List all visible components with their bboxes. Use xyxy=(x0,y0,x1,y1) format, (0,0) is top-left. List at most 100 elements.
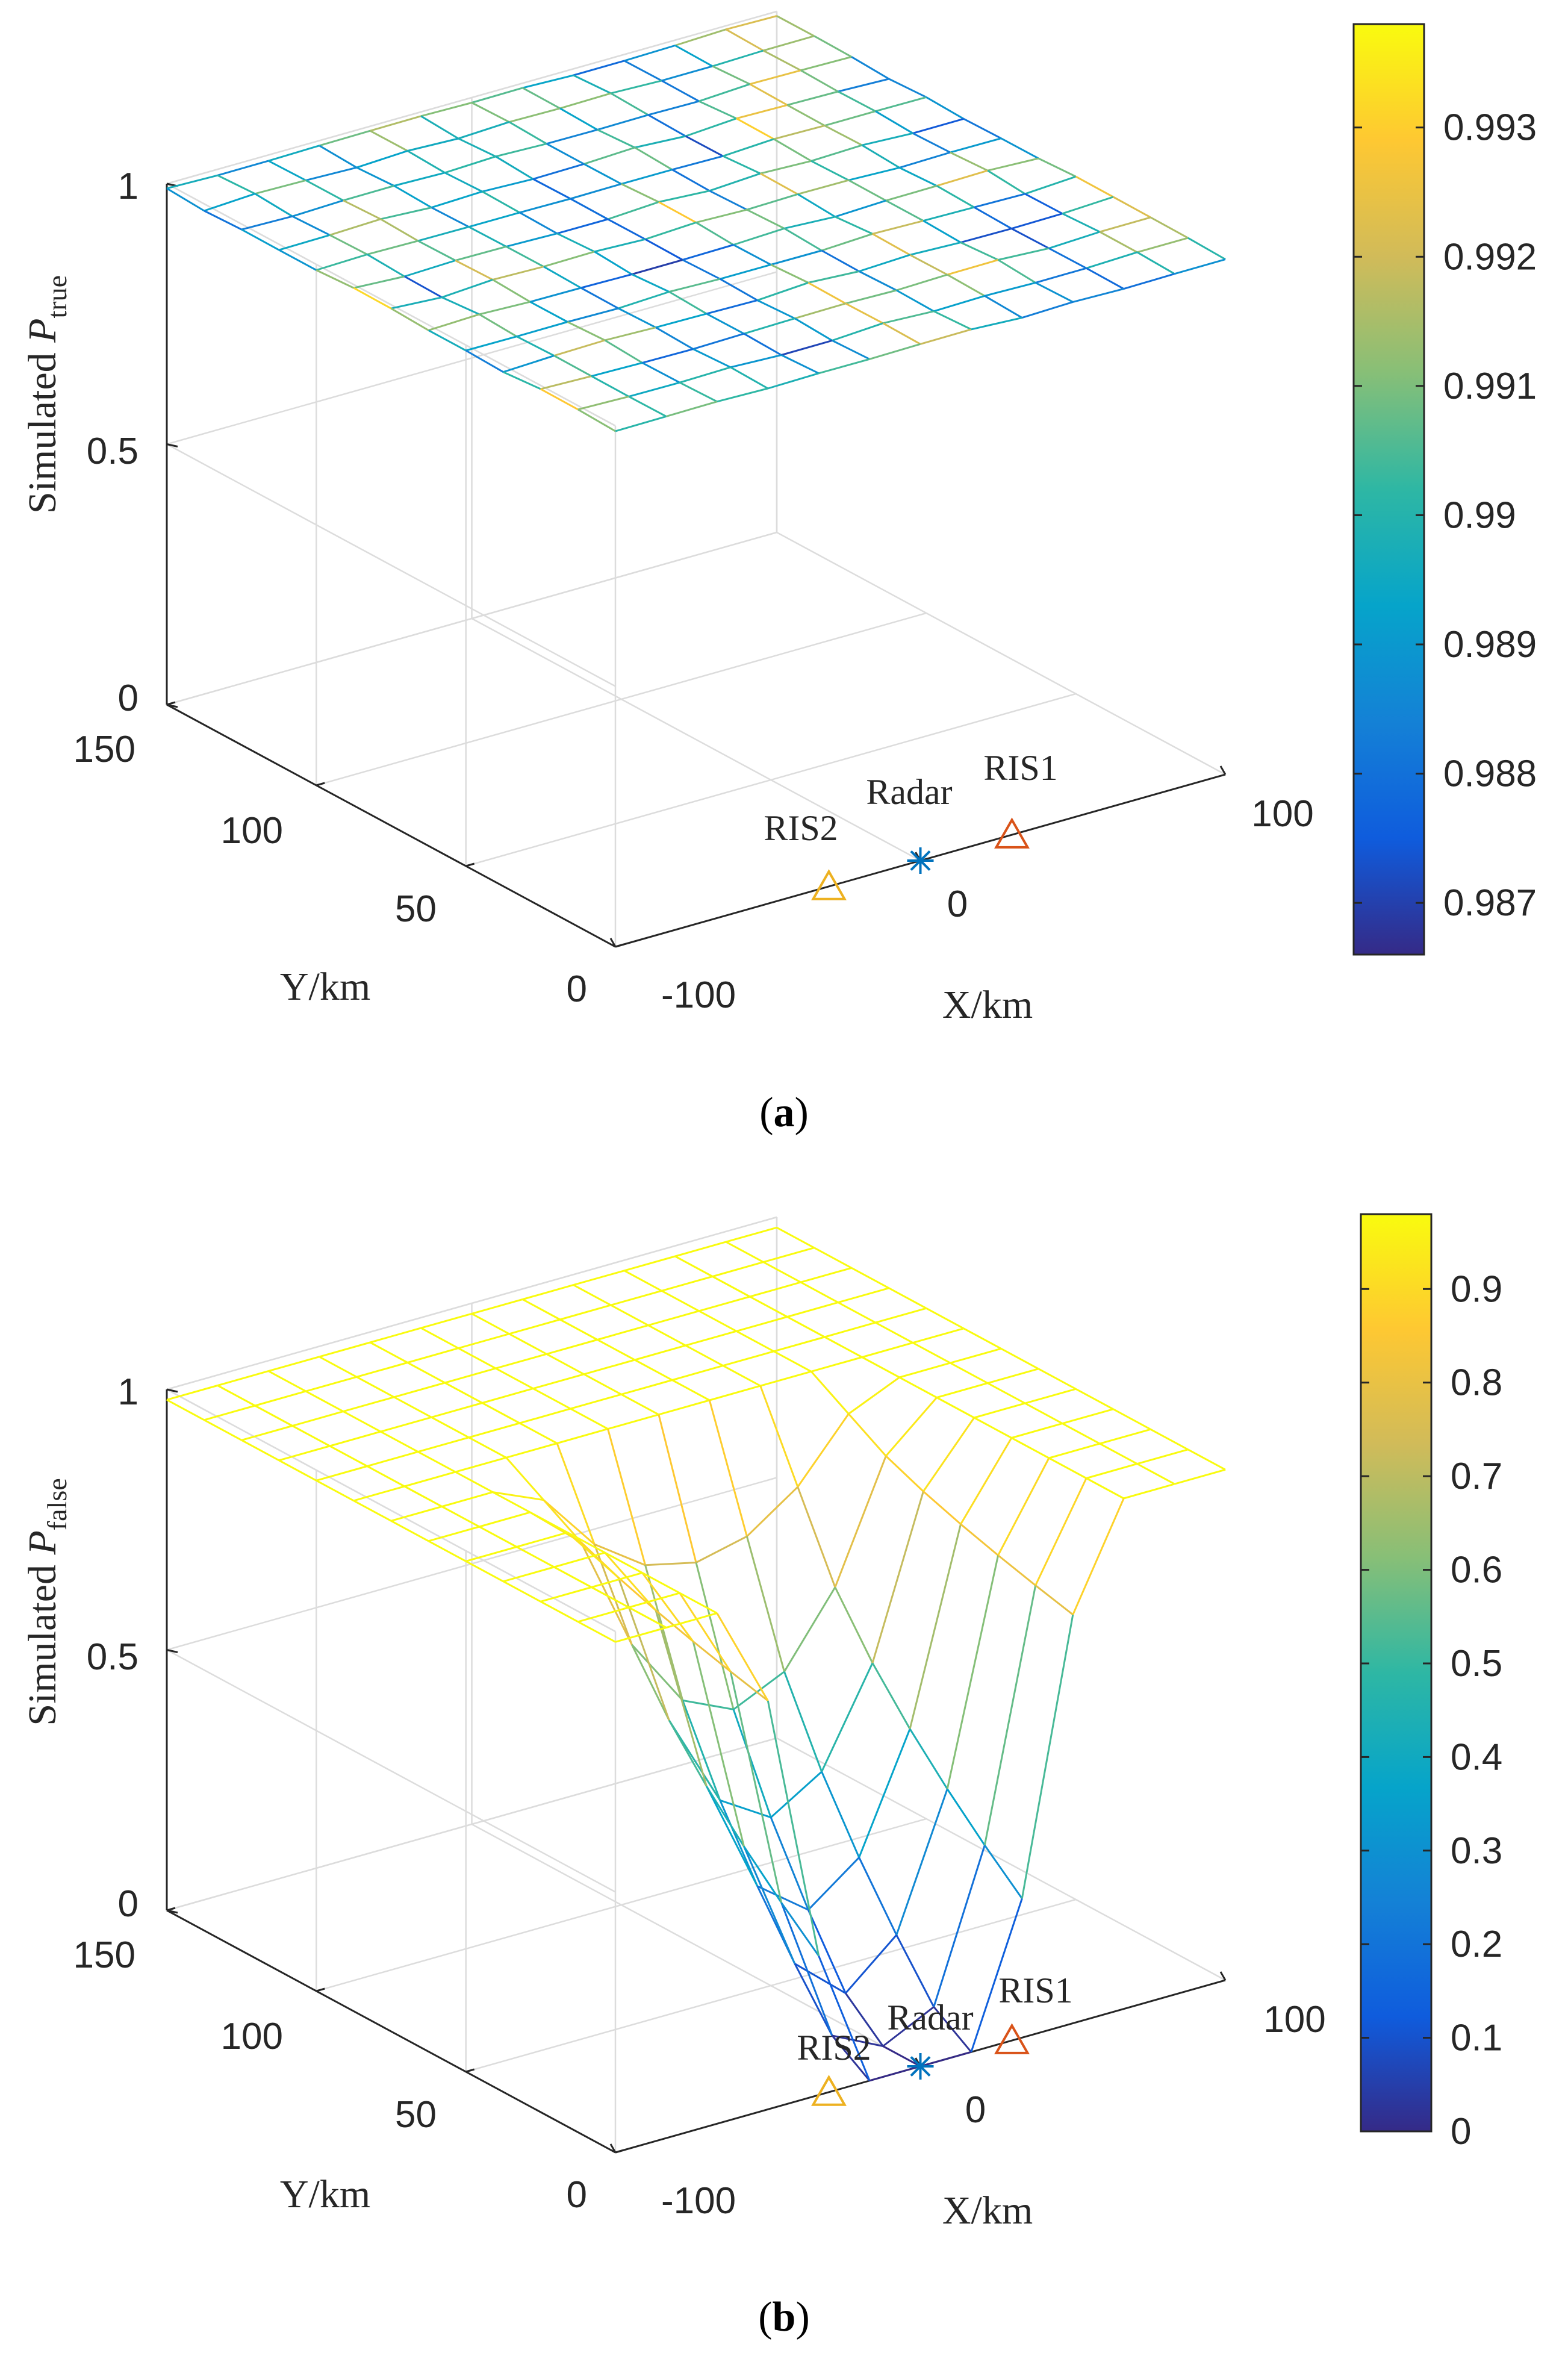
mesh-edge xyxy=(444,172,483,193)
mesh-edge xyxy=(912,1342,951,1364)
mesh-edge xyxy=(861,144,900,169)
mesh-edge xyxy=(573,60,625,76)
mesh-edge xyxy=(465,1546,517,1562)
mesh-edge xyxy=(530,287,582,303)
grid-line xyxy=(776,1737,1226,1981)
y-axis-label: Y/km xyxy=(280,2172,370,2216)
mesh-edge xyxy=(733,1671,785,1710)
mesh-edge xyxy=(204,1404,255,1421)
mesh-edge xyxy=(369,1341,408,1363)
mesh-edge xyxy=(594,238,646,253)
mesh-edge xyxy=(329,234,368,255)
mesh-edge xyxy=(730,1671,769,1702)
mesh-edge xyxy=(610,1304,649,1326)
mesh-edge xyxy=(455,1456,507,1473)
mesh-edge xyxy=(745,1536,785,1672)
mesh-edge xyxy=(783,1671,823,1772)
mesh-edge xyxy=(431,1402,483,1418)
mesh-edge xyxy=(1062,1423,1101,1445)
x-tick-mark xyxy=(1219,765,1227,775)
mesh-edge xyxy=(404,275,443,299)
mesh-edge xyxy=(661,65,713,82)
mesh-edge xyxy=(946,1555,1000,1789)
mesh-edge xyxy=(950,151,988,172)
mesh-edge xyxy=(824,125,863,146)
mesh-edge xyxy=(776,1226,815,1249)
mesh-edge xyxy=(441,1491,493,1507)
mesh-edge xyxy=(1034,1585,1074,1616)
mesh-edge xyxy=(522,74,574,89)
mesh-edge xyxy=(479,1526,517,1548)
mesh-edge xyxy=(390,1519,429,1542)
mesh-edge xyxy=(871,1662,911,1730)
mesh-edge xyxy=(821,232,873,252)
z-axis-label: Simulated Pfalse xyxy=(20,1478,72,1725)
mesh-edge xyxy=(762,1261,801,1283)
mesh-edge xyxy=(899,167,938,187)
mesh-edge xyxy=(1021,1614,1074,1899)
mesh-edge xyxy=(1099,1428,1151,1445)
mesh-edge xyxy=(786,104,826,126)
z-tick-mark xyxy=(166,443,178,447)
annotation-radar: Radar xyxy=(887,1998,973,2037)
z-tick-0: 0 xyxy=(118,678,138,719)
mesh-edge xyxy=(733,227,785,246)
marker-radar xyxy=(907,847,934,874)
mesh-edge xyxy=(695,222,734,246)
mesh-edge xyxy=(417,240,456,261)
mesh-edge xyxy=(794,1963,847,1994)
mesh-edge xyxy=(393,185,432,208)
mesh-edge xyxy=(773,1350,812,1373)
surface-plot-a: 0 0.5 1 150 100 50 0 -100 0 100 Y/km X/k… xyxy=(20,10,1537,1136)
mesh-edge xyxy=(784,216,836,229)
mesh-edge xyxy=(597,1324,649,1341)
z-label-subscript: false xyxy=(42,1478,72,1530)
mesh-edge xyxy=(835,199,886,218)
mesh-edge xyxy=(698,1310,737,1332)
mesh-edge xyxy=(634,1359,673,1381)
mesh-edge xyxy=(725,1241,764,1263)
mesh-edge xyxy=(577,395,629,411)
mesh-edge xyxy=(254,193,293,217)
mesh-edge xyxy=(661,1289,700,1312)
mesh-edge xyxy=(960,1523,999,1556)
mesh-edge xyxy=(492,279,531,303)
mesh-edge xyxy=(1086,1477,1124,1500)
mesh-edge xyxy=(984,281,1036,297)
mesh-edge xyxy=(645,1562,697,1566)
mesh-edge xyxy=(577,408,616,432)
mesh-edge xyxy=(835,216,873,235)
mesh-edge xyxy=(749,69,801,86)
mesh-edge xyxy=(922,1417,975,1492)
mesh-edge xyxy=(644,238,683,261)
mesh-edge xyxy=(343,185,394,202)
colorbar-tick-label: 0.8 xyxy=(1451,1362,1502,1404)
mesh-edge xyxy=(353,287,392,310)
mesh-edge xyxy=(655,326,694,350)
mesh-edge xyxy=(482,1388,534,1404)
mesh-edge xyxy=(519,1422,558,1444)
mesh-edge xyxy=(624,45,676,62)
mesh-edge xyxy=(671,155,724,171)
mesh-edge xyxy=(885,199,924,222)
mesh-edge xyxy=(369,129,408,152)
mesh-edge xyxy=(291,215,331,236)
mesh-edge xyxy=(807,282,847,305)
y-tick-50: 50 xyxy=(395,888,437,930)
mesh-edge xyxy=(166,174,218,190)
mesh-edge xyxy=(604,1552,657,1611)
mesh-edge xyxy=(933,295,985,313)
mesh-edge xyxy=(420,1312,472,1329)
mesh-edge xyxy=(974,1416,1012,1439)
mesh-edge xyxy=(1174,1468,1226,1485)
z-tick-0.5: 0.5 xyxy=(87,431,138,472)
mesh-edge xyxy=(621,1379,673,1395)
mesh-edge xyxy=(838,1301,876,1324)
mesh-edge xyxy=(506,1442,558,1459)
mesh-edge xyxy=(367,1451,418,1467)
mesh-edge xyxy=(706,1786,759,1887)
colorbar-tick-label: 0.7 xyxy=(1451,1456,1502,1497)
mesh-edge xyxy=(404,260,456,278)
mesh-edge xyxy=(1024,175,1077,195)
mesh-edge xyxy=(508,1333,547,1355)
